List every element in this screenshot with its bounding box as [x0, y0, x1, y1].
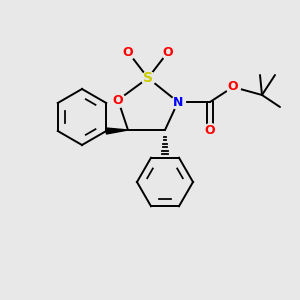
Polygon shape [106, 128, 128, 134]
Text: O: O [113, 94, 123, 106]
Text: N: N [173, 95, 183, 109]
Text: O: O [163, 46, 173, 59]
Text: S: S [143, 71, 153, 85]
Text: O: O [123, 46, 133, 59]
Text: O: O [228, 80, 238, 94]
Text: O: O [205, 124, 215, 136]
